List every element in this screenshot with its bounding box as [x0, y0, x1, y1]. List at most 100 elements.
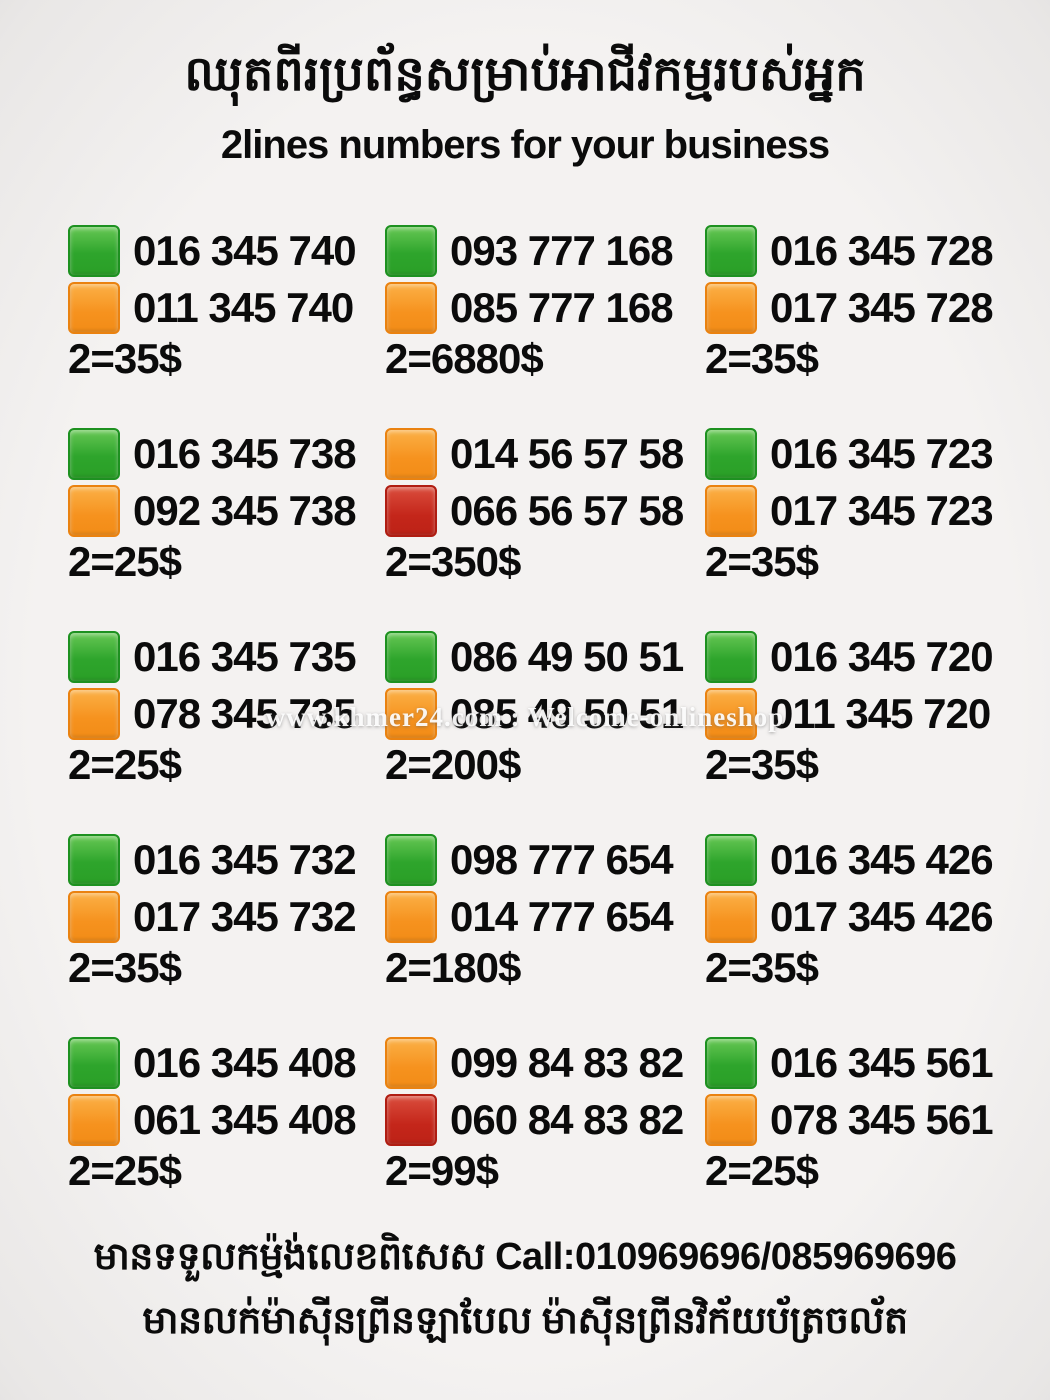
price-label: 2=35$: [705, 335, 819, 382]
color-square-icon: [705, 687, 757, 740]
phone-number: 061 345 408: [133, 1095, 357, 1143]
number-line: 016 345 720: [705, 628, 1030, 685]
number-pair-cell: 016 345 723 017 345 723 2=35$: [705, 425, 1030, 584]
phone-number: 016 345 728: [770, 226, 994, 274]
page-subtitle: 2lines numbers for your business: [220, 123, 830, 167]
color-square-icon: [68, 427, 120, 480]
price-label: 2=25$: [68, 741, 182, 788]
number-line: 011 345 720: [705, 685, 1030, 742]
price-label: 2=200$: [385, 741, 521, 788]
phone-number: 016 345 740: [133, 226, 357, 274]
color-square-icon: [705, 427, 757, 480]
number-pair-cell: 016 345 720 011 345 720 2=35$: [705, 628, 1030, 787]
price-label: 2=35$: [705, 741, 819, 788]
number-line: 016 345 740: [68, 222, 385, 279]
number-line: 016 345 723: [705, 425, 1030, 482]
phone-number: 093 777 168: [450, 226, 674, 274]
color-square-icon: [385, 630, 437, 683]
color-square-icon: [385, 1036, 437, 1089]
phone-number: 017 345 728: [770, 283, 994, 331]
number-line: 078 345 561: [705, 1091, 1030, 1148]
phone-number: 066 56 57 58: [450, 486, 684, 534]
number-pair-cell: 016 345 426 017 345 426 2=35$: [705, 831, 1030, 990]
color-square-icon: [385, 427, 437, 480]
number-pair-cell: 086 49 50 51 085 49 50 51 2=200$: [385, 628, 705, 787]
price-label: 2=6880$: [385, 335, 544, 382]
price-label: 2=35$: [68, 335, 182, 382]
color-square-icon: [705, 281, 757, 334]
phone-number: 016 345 426: [770, 835, 994, 883]
phone-number: 085 777 168: [450, 283, 674, 331]
phone-number: 016 345 723: [770, 429, 994, 477]
color-square-icon: [385, 484, 437, 537]
phone-number: 092 345 738: [133, 486, 357, 534]
color-square-icon: [68, 281, 120, 334]
number-line: 016 345 735: [68, 628, 385, 685]
price-label: 2=180$: [385, 944, 521, 991]
number-line: 099 84 83 82: [385, 1034, 705, 1091]
number-line: 011 345 740: [68, 279, 385, 336]
price-label: 2=35$: [705, 944, 819, 991]
phone-number: 086 49 50 51: [450, 632, 684, 680]
color-square-icon: [705, 1036, 757, 1089]
color-square-icon: [385, 224, 437, 277]
phone-number: 016 345 732: [133, 835, 357, 883]
color-square-icon: [68, 1093, 120, 1146]
number-line: 017 345 723: [705, 482, 1030, 539]
number-line: 092 345 738: [68, 482, 385, 539]
number-pair-cell: 016 345 732 017 345 732 2=35$: [68, 831, 385, 990]
phone-number: 099 84 83 82: [450, 1038, 684, 1086]
color-square-icon: [68, 890, 120, 943]
color-square-icon: [68, 833, 120, 886]
color-square-icon: [705, 890, 757, 943]
number-line: 098 777 654: [385, 831, 705, 888]
number-line: 017 345 732: [68, 888, 385, 945]
color-square-icon: [705, 224, 757, 277]
color-square-icon: [385, 890, 437, 943]
number-pair-cell: 016 345 738 092 345 738 2=25$: [68, 425, 385, 584]
number-line: 016 345 408: [68, 1034, 385, 1091]
number-line: 016 345 561: [705, 1034, 1030, 1091]
number-line: 016 345 732: [68, 831, 385, 888]
phone-number: 011 345 720: [770, 689, 991, 737]
phone-number: 011 345 740: [133, 283, 354, 331]
phone-number: 016 345 735: [133, 632, 357, 680]
phone-number: 016 345 561: [770, 1038, 994, 1086]
number-pair-cell: 098 777 654 014 777 654 2=180$: [385, 831, 705, 990]
number-pair-cell: 093 777 168 085 777 168 2=6880$: [385, 222, 705, 381]
price-label: 2=35$: [68, 944, 182, 991]
phone-number: 017 345 723: [770, 486, 994, 534]
color-square-icon: [68, 1036, 120, 1089]
price-label: 2=25$: [68, 538, 182, 585]
number-line: 016 345 738: [68, 425, 385, 482]
color-square-icon: [68, 484, 120, 537]
price-label: 2=99$: [385, 1147, 499, 1194]
phone-number: 014 777 654: [450, 892, 674, 940]
phone-number: 017 345 426: [770, 892, 994, 940]
color-square-icon: [705, 833, 757, 886]
number-line: 061 345 408: [68, 1091, 385, 1148]
color-square-icon: [68, 630, 120, 683]
price-label: 2=350$: [385, 538, 521, 585]
phone-number: 078 345 735: [133, 689, 357, 737]
phone-number: 078 345 561: [770, 1095, 994, 1143]
number-line: 016 345 728: [705, 222, 1030, 279]
number-pair-cell: 016 345 408 061 345 408 2=25$: [68, 1034, 385, 1193]
phone-number: 098 777 654: [450, 835, 674, 883]
phone-number: 014 56 57 58: [450, 429, 684, 477]
number-pair-cell: 099 84 83 82 060 84 83 82 2=99$: [385, 1034, 705, 1193]
phone-number: 017 345 732: [133, 892, 357, 940]
number-line: 014 777 654: [385, 888, 705, 945]
color-square-icon: [385, 833, 437, 886]
footer-products-line: មានលក់ម៉ាស៊ីនព្រីនឡាបែល ម៉ាស៊ីនព្រីនវិក័…: [142, 1300, 908, 1342]
number-line: 014 56 57 58: [385, 425, 705, 482]
phone-number: 085 49 50 51: [450, 689, 684, 737]
number-line: 093 777 168: [385, 222, 705, 279]
page-title: ឈុតពីរប្រព័ន្ធសម្រាប់អាជីវកម្មរបស់អ្នក: [184, 48, 866, 101]
number-line: 078 345 735: [68, 685, 385, 742]
color-square-icon: [705, 630, 757, 683]
number-line: 060 84 83 82: [385, 1091, 705, 1148]
phone-number: 016 345 720: [770, 632, 994, 680]
color-square-icon: [385, 687, 437, 740]
number-pair-cell: 016 345 561 078 345 561 2=25$: [705, 1034, 1030, 1193]
